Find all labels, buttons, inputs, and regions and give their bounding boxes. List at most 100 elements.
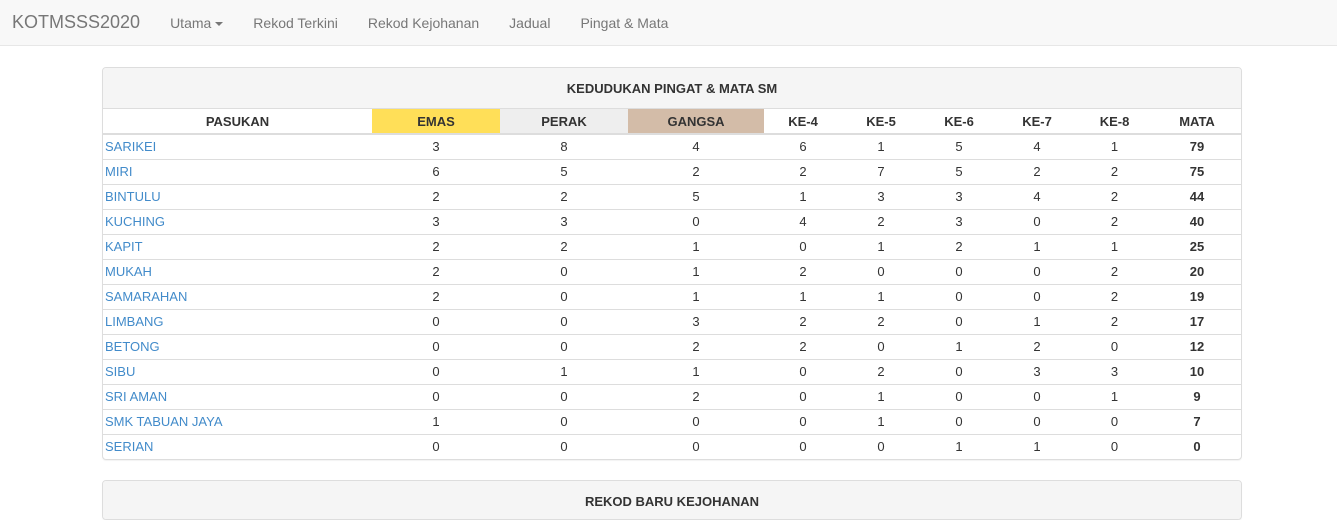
points-cell: 44: [1153, 183, 1241, 209]
count-cell: 2: [1076, 283, 1153, 309]
team-link[interactable]: KUCHING: [105, 214, 165, 229]
team-link[interactable]: SARIKEI: [105, 139, 157, 155]
count-cell: 2: [628, 383, 764, 409]
table-row: BINTULU 2 2 5 1 3 3 4 2 44: [103, 183, 1241, 209]
count-cell: 3: [998, 358, 1076, 384]
team-link[interactable]: SIBU: [105, 364, 136, 379]
count-cell: 3: [842, 183, 920, 209]
points-cell: 25: [1153, 233, 1241, 259]
count-cell: 4: [998, 133, 1076, 159]
nav-rekod-terkini[interactable]: Rekod Terkini: [253, 14, 338, 31]
team-link[interactable]: KAPIT: [105, 239, 143, 254]
count-cell: 2: [1076, 208, 1153, 234]
count-cell: 0: [920, 383, 998, 409]
count-cell: 1: [998, 233, 1076, 259]
count-cell: 2: [998, 158, 1076, 184]
count-cell: 1: [372, 408, 500, 434]
count-cell: 0: [500, 333, 628, 359]
count-cell: 0: [998, 408, 1076, 434]
table-row: SRI AMAN 0 0 2 0 1 0 0 1 9: [103, 383, 1241, 409]
count-cell: 3: [628, 308, 764, 334]
count-cell: 1: [628, 233, 764, 259]
team-link[interactable]: MIRI: [105, 164, 133, 179]
nav-pingat-mata[interactable]: Pingat & Mata: [580, 14, 669, 31]
points-cell: 7: [1153, 408, 1241, 434]
nav-rekod-kejohanan[interactable]: Rekod Kejohanan: [367, 14, 480, 31]
nav-utama[interactable]: Utama: [155, 15, 238, 31]
medal-standings-panel: KEDUDUKAN PINGAT & MATA SM PASUKAN EMAS PE…: [102, 67, 1242, 460]
count-cell: 0: [920, 308, 998, 334]
team-link[interactable]: SERIAN: [105, 439, 154, 455]
column-header: KE-7: [998, 109, 1076, 135]
caret-down-icon: [215, 21, 224, 26]
count-cell: 3: [920, 183, 998, 209]
count-cell: 0: [628, 208, 764, 234]
count-cell: 3: [920, 208, 998, 234]
count-cell: 1: [764, 183, 842, 209]
count-cell: 6: [764, 133, 842, 159]
count-cell: 1: [1076, 233, 1153, 259]
count-cell: 2: [500, 233, 628, 259]
count-cell: 2: [998, 333, 1076, 359]
column-header: KE-4: [764, 109, 842, 135]
team-cell: KUCHING: [103, 208, 372, 234]
nav-jadual[interactable]: Jadual: [509, 14, 551, 31]
records-panel: REKOD BARU KEJOHANAN: [102, 480, 1242, 520]
count-cell: 1: [764, 283, 842, 309]
team-link[interactable]: BINTULU: [105, 189, 161, 204]
count-cell: 0: [764, 233, 842, 259]
team-link[interactable]: MUKAH: [105, 264, 152, 279]
table-row: SMK TABUAN JAYA 1 0 0 0 1 0 0 0 7: [103, 408, 1241, 434]
team-link[interactable]: SAMARAHAN: [105, 289, 188, 304]
team-cell: SERIAN: [103, 433, 372, 459]
count-cell: 3: [1076, 358, 1153, 384]
panel-title: REKOD BARU KEJOHANAN: [103, 481, 1241, 519]
count-cell: 0: [998, 283, 1076, 309]
count-cell: 1: [628, 283, 764, 309]
column-header: GANGSA: [628, 109, 764, 135]
count-cell: 3: [372, 133, 500, 159]
points-cell: 20: [1153, 258, 1241, 284]
team-cell: SARIKEI: [103, 133, 372, 159]
team-link[interactable]: BETONG: [105, 339, 160, 354]
points-cell: 12: [1153, 333, 1241, 359]
count-cell: 2: [1076, 183, 1153, 209]
count-cell: 0: [998, 258, 1076, 284]
count-cell: 0: [500, 408, 628, 434]
team-link[interactable]: LIMBANG: [105, 314, 164, 329]
team-link[interactable]: SMK TABUAN JAYA: [105, 414, 223, 429]
team-cell: MUKAH: [103, 258, 372, 284]
count-cell: 0: [372, 333, 500, 359]
count-cell: 2: [500, 183, 628, 209]
count-cell: 2: [628, 333, 764, 359]
team-link[interactable]: SRI AMAN: [105, 389, 168, 404]
count-cell: 1: [842, 408, 920, 434]
team-cell: KAPIT: [103, 233, 372, 259]
team-cell: SAMARAHAN: [103, 283, 372, 309]
table-row: SIBU 0 1 1 0 2 0 3 3 10: [103, 358, 1241, 384]
column-header: KE-8: [1076, 109, 1153, 135]
count-cell: 1: [1076, 133, 1153, 159]
count-cell: 0: [764, 408, 842, 434]
count-cell: 0: [998, 208, 1076, 234]
count-cell: 2: [628, 158, 764, 184]
team-cell: SMK TABUAN JAYA: [103, 408, 372, 434]
count-cell: 2: [372, 183, 500, 209]
count-cell: 0: [920, 258, 998, 284]
team-cell: LIMBANG: [103, 308, 372, 334]
table-row: SAMARAHAN 2 0 1 1 1 0 0 2 19: [103, 283, 1241, 309]
count-cell: 2: [842, 208, 920, 234]
brand-link[interactable]: KOTMSSS2020: [12, 12, 141, 32]
count-cell: 0: [628, 408, 764, 434]
count-cell: 1: [842, 383, 920, 409]
team-cell: BETONG: [103, 333, 372, 359]
count-cell: 0: [1076, 433, 1153, 459]
table-row: BETONG 0 0 2 2 0 1 2 0 12: [103, 333, 1241, 359]
panel-title: KEDUDUKAN PINGAT & MATA SM: [103, 68, 1241, 109]
count-cell: 7: [842, 158, 920, 184]
table-row: MIRI 6 5 2 2 7 5 2 2 75: [103, 158, 1241, 184]
count-cell: 0: [500, 283, 628, 309]
count-cell: 0: [500, 308, 628, 334]
table-row: SERIAN 0 0 0 0 0 1 1 0 0: [103, 433, 1241, 459]
count-cell: 1: [842, 283, 920, 309]
